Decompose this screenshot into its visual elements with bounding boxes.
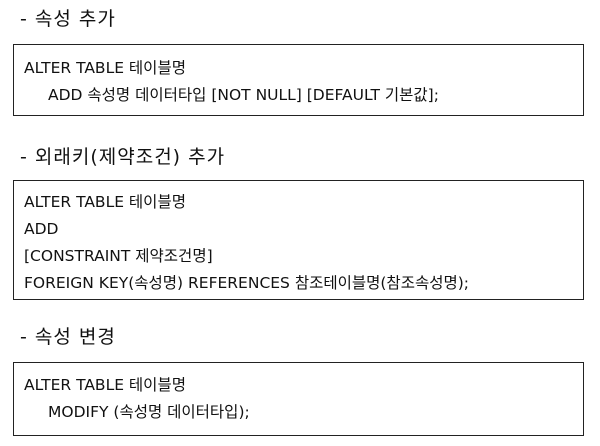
code-line: ADD 속성명 데이터타입 [NOT NULL] [DEFAULT 기본값];	[48, 86, 439, 104]
code-line: ALTER TABLE 테이블명	[24, 59, 186, 77]
code-line: [CONSTRAINT 제약조건명]	[24, 247, 213, 265]
section-heading-add-attribute: - 속성 추가	[20, 8, 116, 30]
code-line: FOREIGN KEY(속성명) REFERENCES 참조테이블명(참조속성명…	[24, 274, 469, 292]
code-box-add-attribute: ALTER TABLE 테이블명 ADD 속성명 데이터타입 [NOT NULL…	[13, 44, 584, 116]
code-box-add-foreign-key: ALTER TABLE 테이블명 ADD [CONSTRAINT 제약조건명] …	[13, 180, 584, 300]
code-line: ALTER TABLE 테이블명	[24, 193, 186, 211]
code-line: ADD	[24, 220, 59, 238]
section-heading-add-foreign-key: - 외래키(제약조건) 추가	[20, 146, 226, 168]
code-line: ALTER TABLE 테이블명	[24, 376, 186, 394]
code-line: MODIFY (속성명 데이터타입);	[48, 403, 250, 421]
section-heading-modify-attribute: - 속성 변경	[20, 326, 116, 348]
code-box-modify-attribute: ALTER TABLE 테이블명 MODIFY (속성명 데이터타입);	[13, 362, 584, 436]
